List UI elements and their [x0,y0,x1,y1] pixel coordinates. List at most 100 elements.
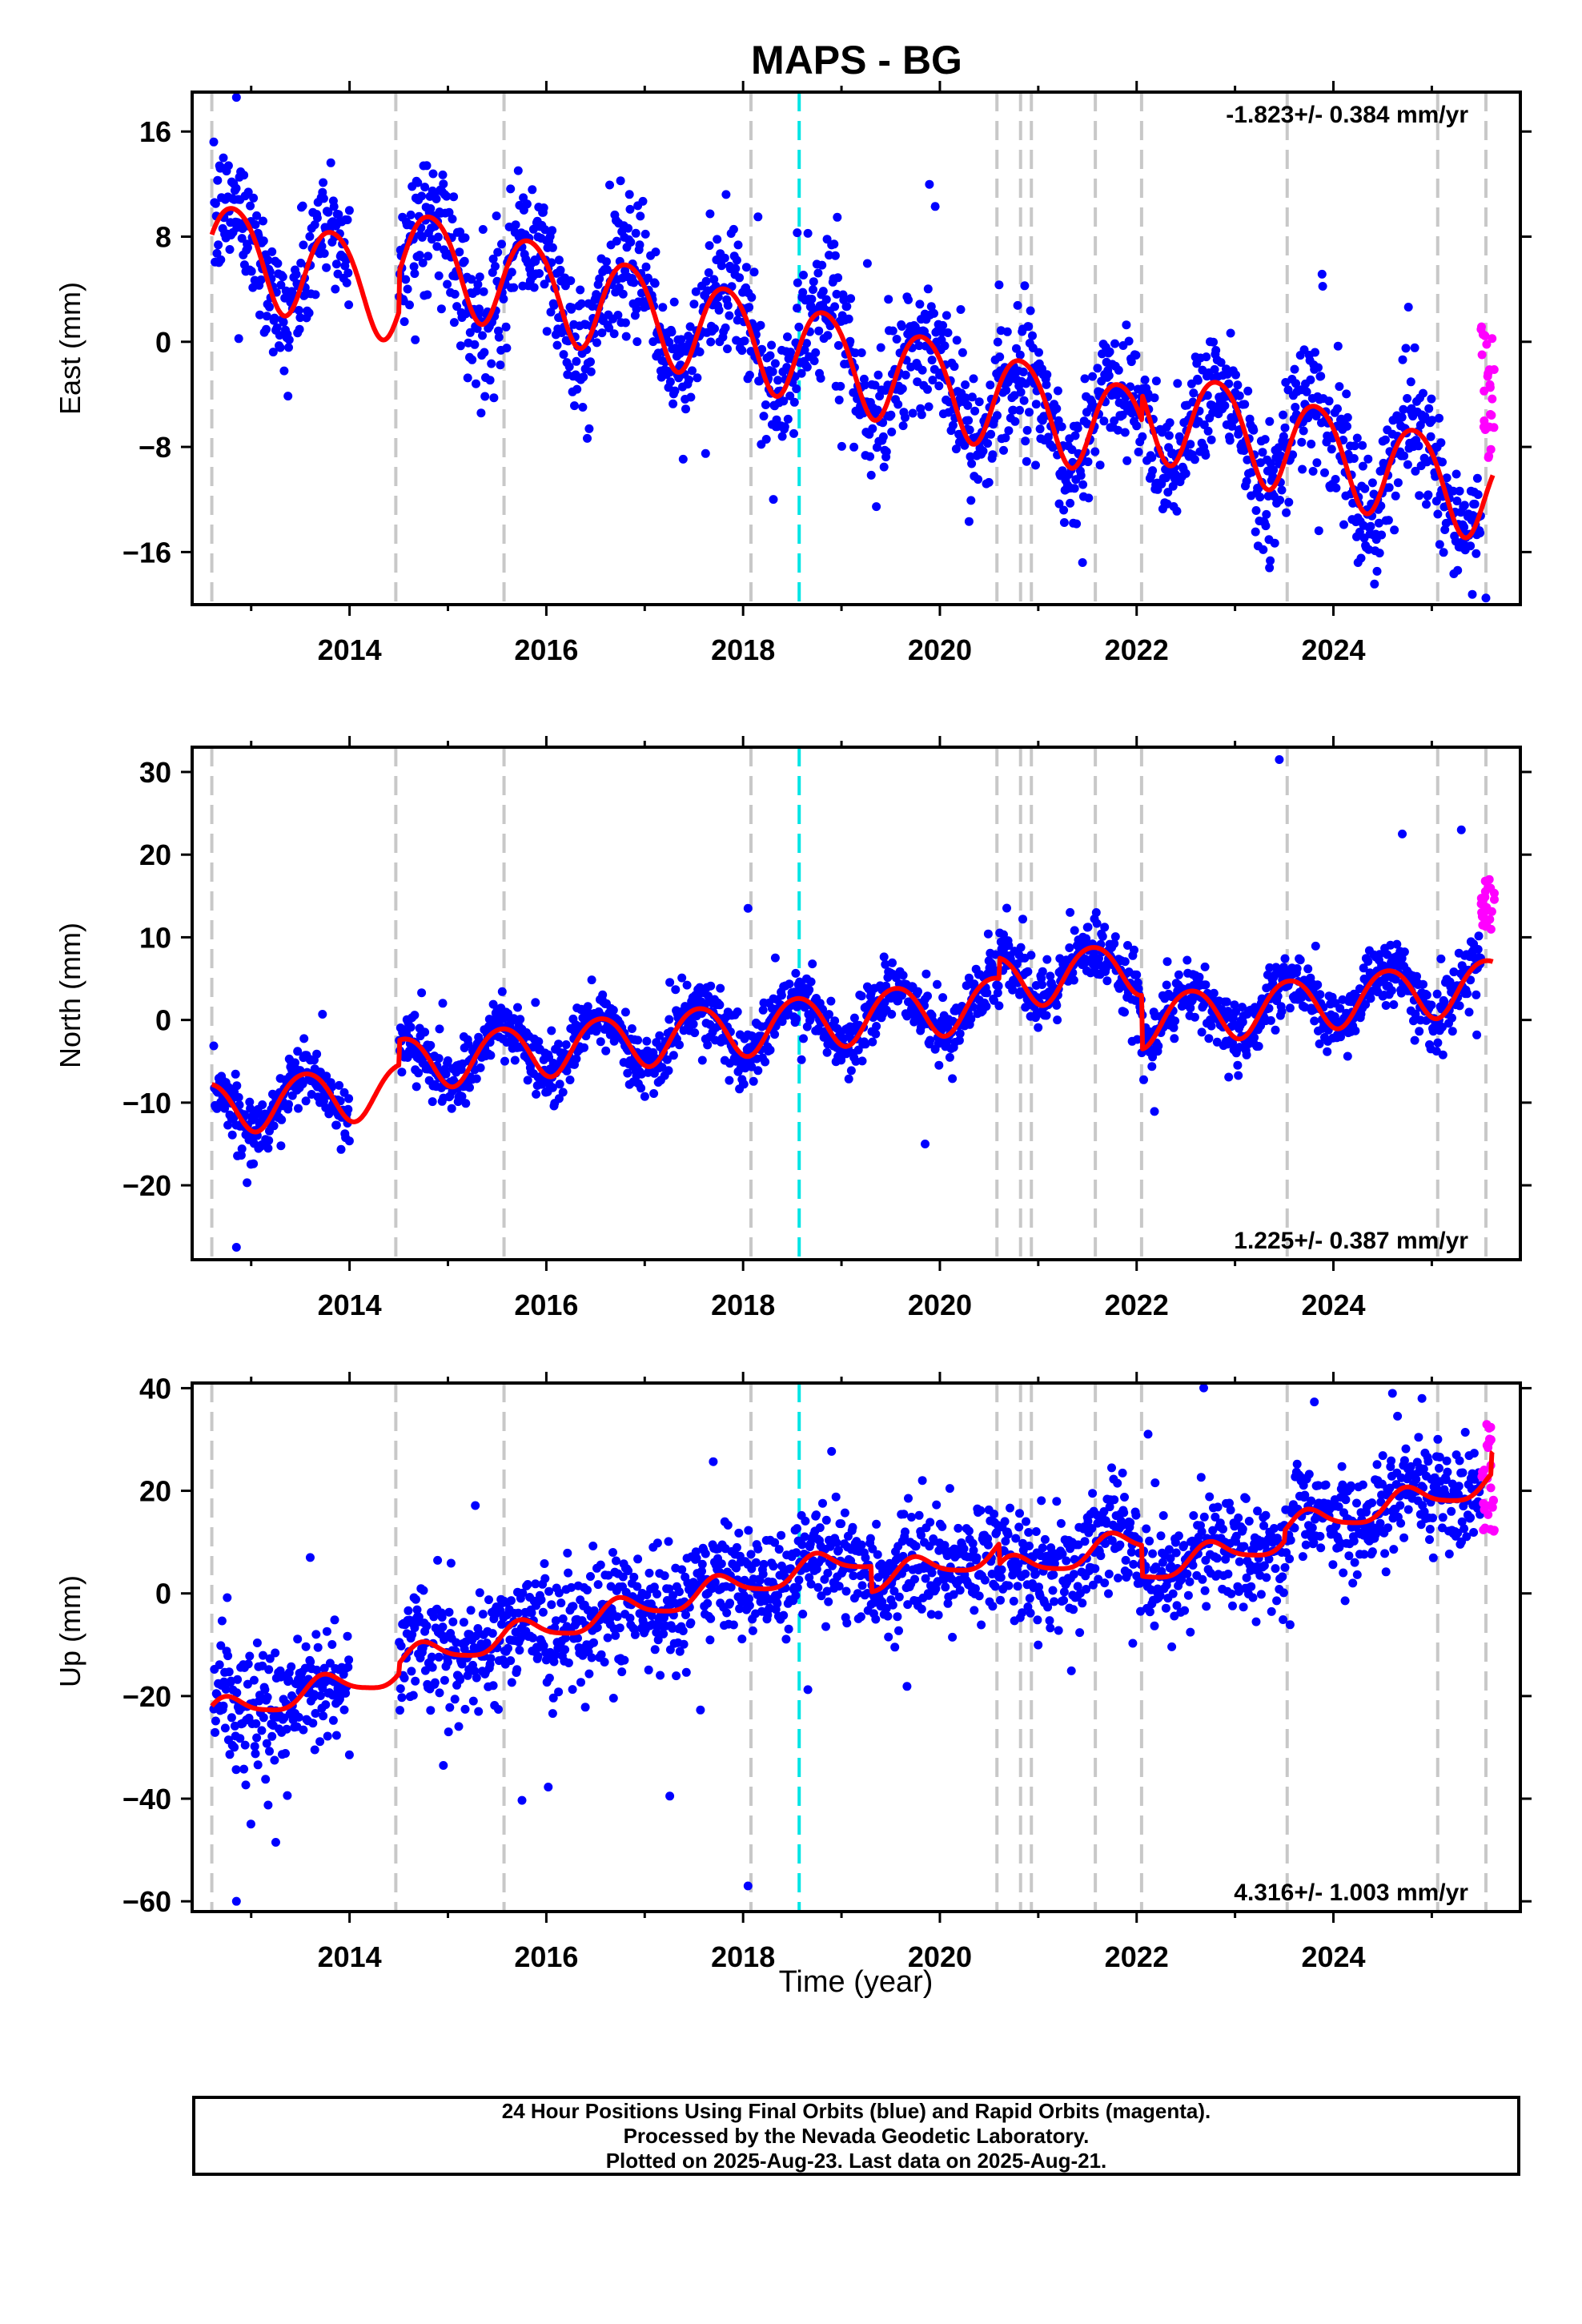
data-point [1035,424,1045,434]
data-point [1438,457,1447,467]
data-point [836,381,845,391]
data-point [817,260,827,270]
data-point [993,988,1002,998]
data-point [1393,478,1403,488]
data-point [761,435,771,444]
data-point [656,1671,665,1680]
data-point [506,1656,516,1666]
data-point [510,1055,520,1065]
data-point [283,1791,292,1800]
x-tick-label: 2020 [908,1289,972,1321]
x-tick-label: 2014 [318,633,382,666]
data-point [529,283,539,292]
data-point [1195,972,1204,982]
data-point [1406,377,1415,387]
data-point [494,332,504,342]
data-point [1466,541,1476,551]
data-point [970,406,980,416]
data-point [636,211,645,221]
data-point [1436,438,1446,448]
data-point [339,1088,349,1097]
data-point [662,1055,672,1064]
data-point [496,1606,505,1615]
data-point [1004,941,1014,951]
data-point [216,255,226,264]
data-point [898,421,908,431]
data-point [717,261,726,271]
data-point [478,225,488,234]
data-point [955,1029,965,1039]
data-point [268,348,278,357]
data-point [721,190,731,199]
data-point [821,295,831,304]
data-point [1448,486,1458,496]
panel-frame [191,90,1522,606]
data-point [860,380,869,390]
data-point [802,339,811,348]
data-point [1100,923,1110,932]
data-point [580,1043,588,1052]
data-point [825,1542,835,1551]
data-point [1118,410,1127,420]
data-point [917,365,927,375]
data-point [464,1039,473,1049]
data-point [343,1631,352,1641]
data-point [814,326,824,336]
data-point [609,329,619,339]
data-point [816,373,825,383]
data-point [963,400,973,410]
data-point [701,276,711,286]
data-point [747,1564,757,1574]
data-point [1224,379,1234,388]
data-point [488,1629,497,1638]
data-point [554,1039,564,1049]
data-point [943,328,953,337]
data-point [224,1667,234,1677]
data-point [800,1003,809,1012]
data-point [822,1586,832,1596]
plot-area [209,92,1499,605]
data-point [677,1565,687,1574]
up-panel: Up (mm) 2014 2016 2018 2020 2022 2024−60−40−2… [54,1372,1532,1973]
data-point [688,366,697,376]
data-point [1202,352,1211,362]
data-point [908,408,917,418]
data-point [686,392,696,402]
data-point [1151,376,1161,386]
data-point [1181,468,1191,478]
data-point [697,1566,706,1576]
data-point [1415,491,1424,501]
data-point [279,317,288,327]
data-point [564,362,574,372]
data-point [753,1544,763,1554]
data-point [396,1706,404,1715]
data-point [422,1621,432,1630]
data-point [675,1040,684,1050]
data-point [484,1595,493,1605]
data-point [1250,1033,1259,1043]
data-point [739,1080,749,1089]
data-point [924,402,934,412]
data-point [427,1652,436,1662]
rapid-point [1479,895,1488,904]
data-point [1025,408,1034,417]
data-point [733,240,743,250]
data-point [966,452,975,461]
data-point [259,1651,267,1660]
data-point [1122,320,1131,330]
data-point [1038,967,1047,976]
data-point [1076,471,1086,480]
data-point [1080,374,1090,384]
data-point [344,1750,354,1759]
data-point [640,229,650,239]
data-point [1102,976,1112,986]
data-point [1031,400,1041,409]
data-point [1436,954,1446,963]
data-point [1120,428,1130,437]
data-point [417,988,427,998]
data-point [1019,396,1029,405]
data-point [540,1559,549,1568]
data-point [404,1606,413,1615]
data-point [602,265,612,275]
data-point [774,1545,784,1554]
